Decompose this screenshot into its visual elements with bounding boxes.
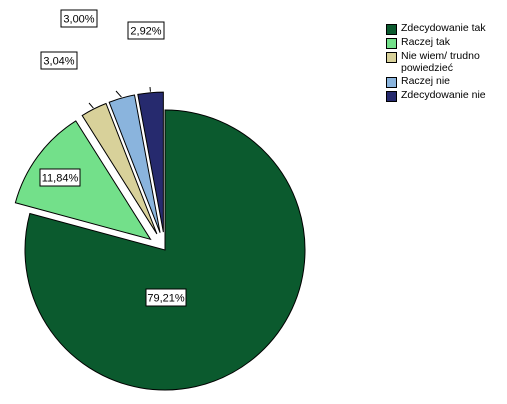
legend-label: Raczej tak [401,36,451,48]
data-label-box [60,9,98,28]
data-label-box [127,21,165,40]
data-label: 79,21% [147,293,185,305]
data-label-box [145,288,187,307]
legend-item: Raczej tak [386,36,504,49]
legend-swatch [386,24,397,35]
legend-label: Zdecydowanie nie [401,89,486,101]
data-label-box [39,168,81,187]
legend-item: Zdecydowanie tak [386,22,504,35]
pie-slice [108,94,161,233]
data-label: 2,92% [130,26,161,38]
legend-label: Zdecydowanie tak [401,22,486,34]
legend-swatch [386,52,397,63]
pie-slice [24,109,306,391]
data-label: 3,00% [63,14,94,26]
data-label-box [40,51,78,70]
pie-slice [81,102,158,235]
leader-line [88,102,94,109]
data-label: 11,84% [42,173,79,185]
leader-line [115,90,122,98]
legend-item: Raczej nie [386,75,504,88]
legend-item: Zdecydowanie nie [386,89,504,102]
legend-swatch [386,77,397,88]
data-label: 3,04% [43,56,74,68]
legend-swatch [386,38,397,49]
legend-item: Nie wiem/ trudno powiedzieć [386,50,504,74]
legend-label: Raczej nie [401,75,451,87]
legend: Zdecydowanie tak Raczej tak Nie wiem/ trud… [386,22,504,103]
pie-slice [137,91,164,233]
pie-slice [14,120,152,241]
legend-swatch [386,91,397,102]
legend-label: Nie wiem/ trudno powiedzieć [401,50,480,74]
